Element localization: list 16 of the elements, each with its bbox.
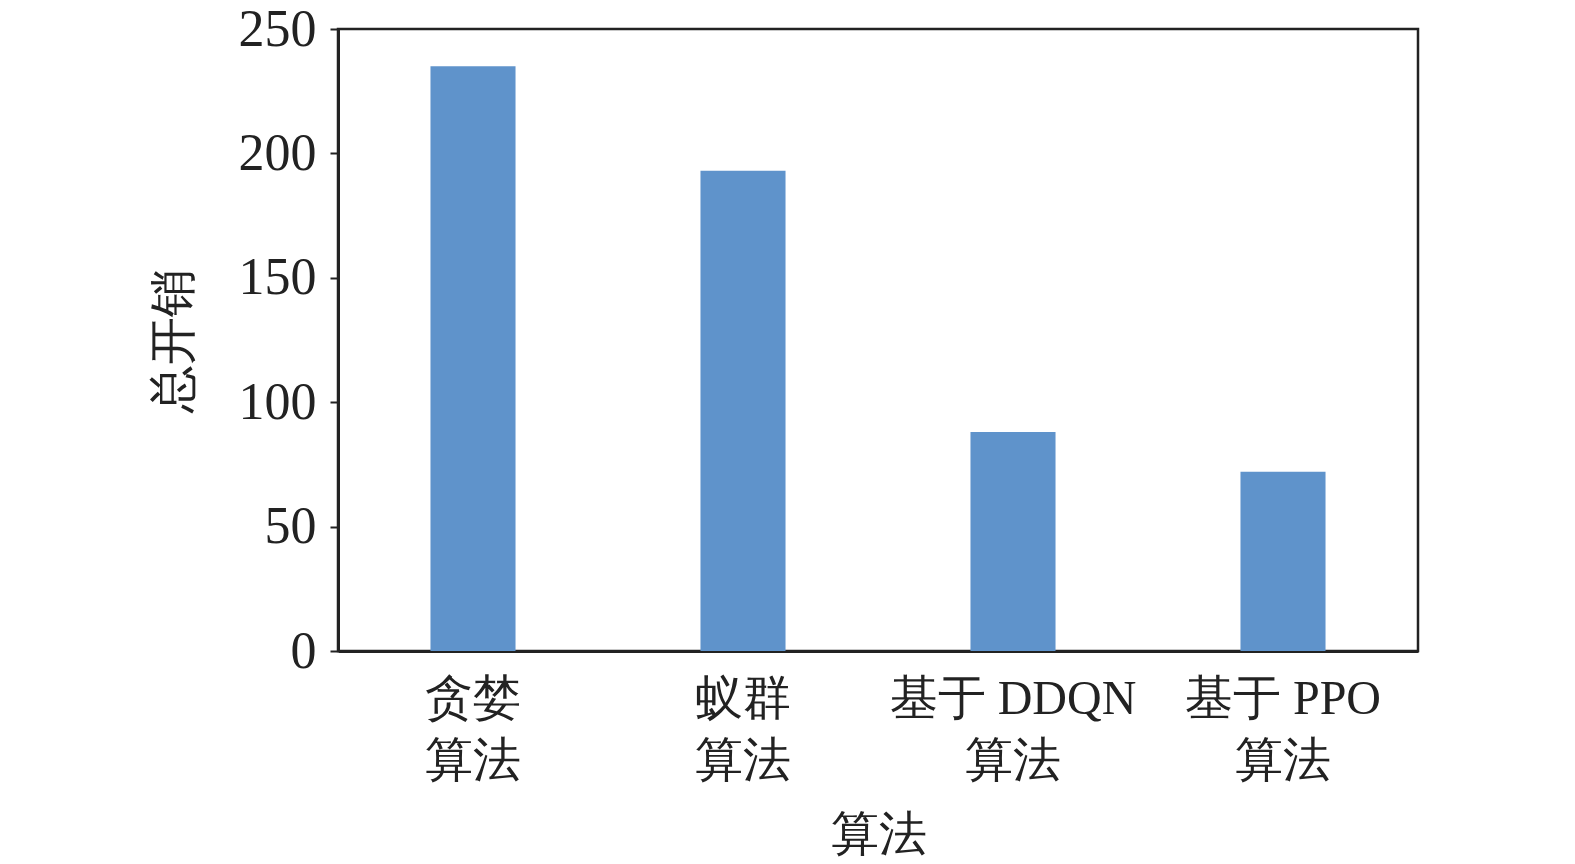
x-tick-label: 基于 DDQN 算法 — [889, 670, 1137, 786]
y-tick-label: 50 — [264, 497, 317, 555]
y-axis-title: 总开销 — [145, 268, 199, 414]
y-tick-label: 150 — [238, 248, 317, 306]
x-tick-label: 蚁群算法 — [695, 670, 791, 786]
bar — [430, 66, 516, 651]
x-axis-title: 算法 — [830, 806, 927, 860]
bar — [970, 432, 1056, 651]
x-tick-label: 贪婪算法 — [425, 670, 521, 786]
bar — [1240, 471, 1326, 651]
y-tick-label: 100 — [238, 372, 317, 430]
x-tick-label: 基于 PPO 算法 — [1184, 670, 1382, 786]
bar — [700, 170, 786, 651]
y-tick-label: 200 — [238, 123, 317, 181]
y-tick-label: 0 — [290, 621, 317, 679]
y-tick-label: 250 — [238, 0, 317, 57]
